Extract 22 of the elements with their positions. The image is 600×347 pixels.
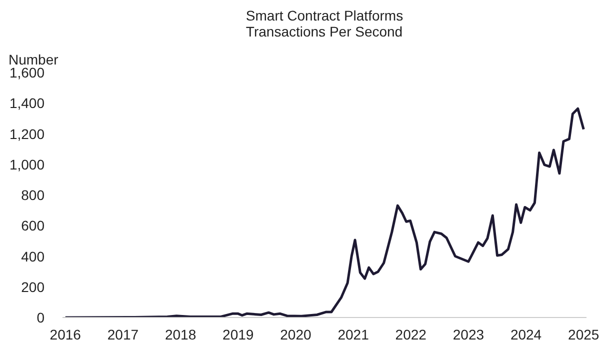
y-axis-title: Number xyxy=(8,52,59,68)
line-series xyxy=(64,107,585,318)
x-tick-label: 2021 xyxy=(338,326,370,342)
x-tick-label: 2022 xyxy=(395,326,427,342)
x-tick-label: 2024 xyxy=(510,326,542,342)
x-tick-label: 2019 xyxy=(222,326,254,342)
y-tick-label: 200 xyxy=(21,278,45,295)
y-tick-label: 1,400 xyxy=(9,95,45,112)
x-tick-label: 2020 xyxy=(280,326,312,342)
y-tick-label: 1,600 xyxy=(9,64,45,80)
y-tick-label: 400 xyxy=(21,248,45,264)
x-tick-label: 2023 xyxy=(452,326,484,342)
y-tick-label: 600 xyxy=(21,218,45,234)
y-tick-label: 800 xyxy=(21,187,45,203)
x-tick-label: 2025 xyxy=(568,326,600,342)
x-tick-label: 2016 xyxy=(50,326,82,342)
chart-title: Smart Contract Platforms Transactions Per Second xyxy=(246,8,404,40)
y-tick-label: 1,000 xyxy=(9,156,45,172)
x-tick-label: 2017 xyxy=(107,326,139,342)
x-tick-label: 2018 xyxy=(164,326,196,342)
y-tick-label: 0 xyxy=(36,310,45,326)
y-tick-label: 1,200 xyxy=(9,126,45,142)
